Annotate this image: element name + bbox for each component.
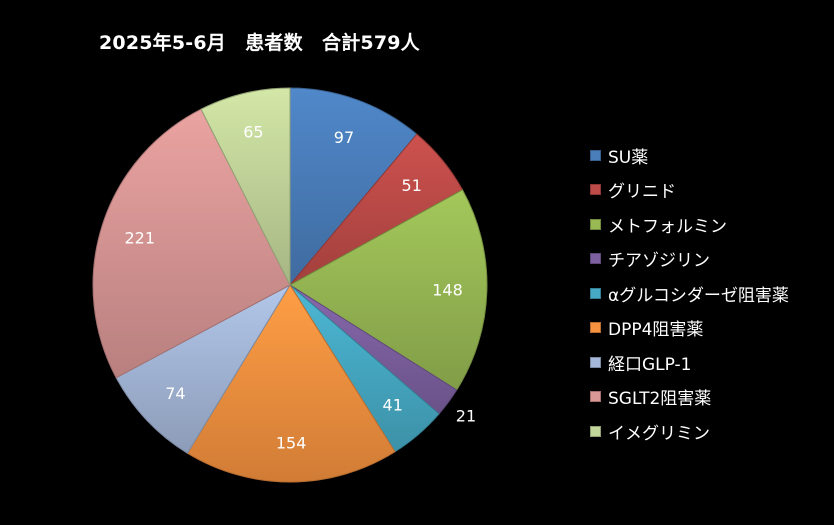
data-label: 21 xyxy=(456,406,476,425)
legend-swatch-icon xyxy=(590,287,601,299)
legend-swatch-icon xyxy=(590,391,601,403)
data-label: 41 xyxy=(383,396,403,415)
chart-legend: SU薬グリニドメトフォルミン チアゾジリン αグルコシダーゼ阻害薬 DPP4阻害薬 経口… xyxy=(590,138,789,449)
legend-label: DPP4阻害薬 xyxy=(608,320,704,341)
legend-swatch-icon xyxy=(590,356,601,368)
legend-label: メトフォルミン xyxy=(608,216,727,237)
pie-slice xyxy=(289,87,418,287)
legend-label: αグルコシダーゼ阻害薬 xyxy=(608,285,789,306)
legend-swatch-icon xyxy=(590,218,601,230)
data-label: 148 xyxy=(432,281,463,300)
data-label: 65 xyxy=(243,123,263,142)
legend-item: SU薬 xyxy=(590,138,789,173)
legend-swatch-icon xyxy=(590,253,601,265)
legend-swatch-icon xyxy=(590,184,601,196)
data-label: 74 xyxy=(165,384,185,403)
legend-label: イメグリミン xyxy=(608,423,710,444)
data-label: 221 xyxy=(124,228,155,247)
legend-swatch-icon xyxy=(590,425,601,437)
legend-label: 経口GLP-1 xyxy=(608,354,692,375)
legend-item: SGLT2阻害薬 xyxy=(590,380,789,415)
legend-item: αグルコシダーゼ阻害薬 xyxy=(590,276,789,311)
legend-label: チアゾジリン xyxy=(608,251,710,272)
chart-title: 2025年5-6月 患者数 合計579人 xyxy=(99,32,420,54)
legend-item: DPP4阻害薬 xyxy=(590,311,789,346)
legend-label: SGLT2阻害薬 xyxy=(608,389,712,410)
pie-slice xyxy=(115,283,292,454)
data-label: 154 xyxy=(276,434,307,453)
pie-slice xyxy=(186,284,396,483)
pie-slice xyxy=(92,108,291,379)
legend-item: チアゾジリン xyxy=(590,242,789,277)
legend-item: 経口GLP-1 xyxy=(590,345,789,380)
legend-item: グリニド xyxy=(590,173,789,208)
data-label: 97 xyxy=(334,128,354,147)
legend-swatch-icon xyxy=(590,322,601,334)
legend-item: イメグリミン xyxy=(590,414,789,449)
legend-swatch-icon xyxy=(590,149,601,161)
pie-slice xyxy=(289,189,488,391)
data-label: 51 xyxy=(402,176,422,195)
legend-label: SU薬 xyxy=(608,147,649,168)
pie-slice xyxy=(200,87,291,286)
legend-item: メトフォルミン xyxy=(590,207,789,242)
legend-label: グリニド xyxy=(608,182,676,203)
